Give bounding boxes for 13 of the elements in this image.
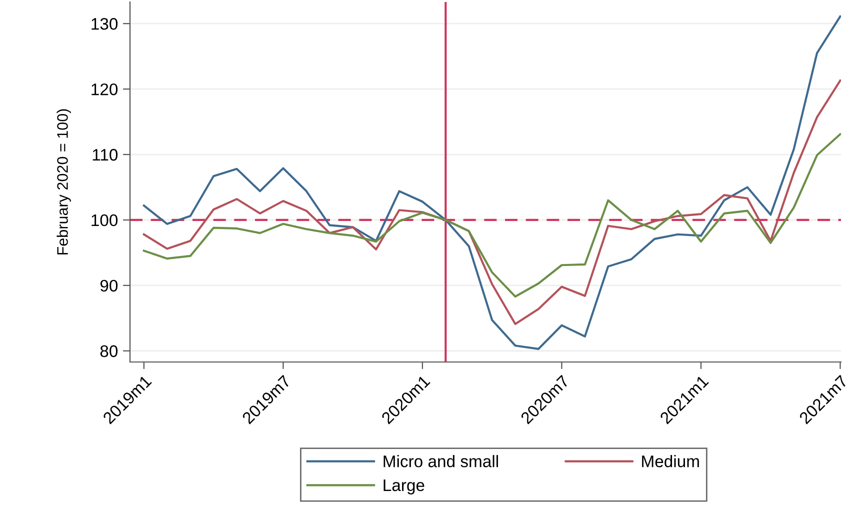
- y-axis-title: February 2020 = 100): [56, 109, 71, 254]
- y-tick-label: 100: [92, 214, 118, 226]
- legend-label: Large: [384, 480, 424, 494]
- line-series: [142, 133, 841, 298]
- y-tick-label: 120: [92, 83, 118, 96]
- line-series: [142, 15, 841, 350]
- legend-label: Medium: [642, 455, 699, 468]
- line-series: [142, 80, 841, 326]
- legend-label: Micro and small: [384, 455, 498, 468]
- y-tick-label: 130: [92, 18, 118, 30]
- y-tick-label: 80: [100, 345, 118, 358]
- y-tick-label: 110: [92, 148, 118, 161]
- y-tick-label: 90: [100, 280, 118, 292]
